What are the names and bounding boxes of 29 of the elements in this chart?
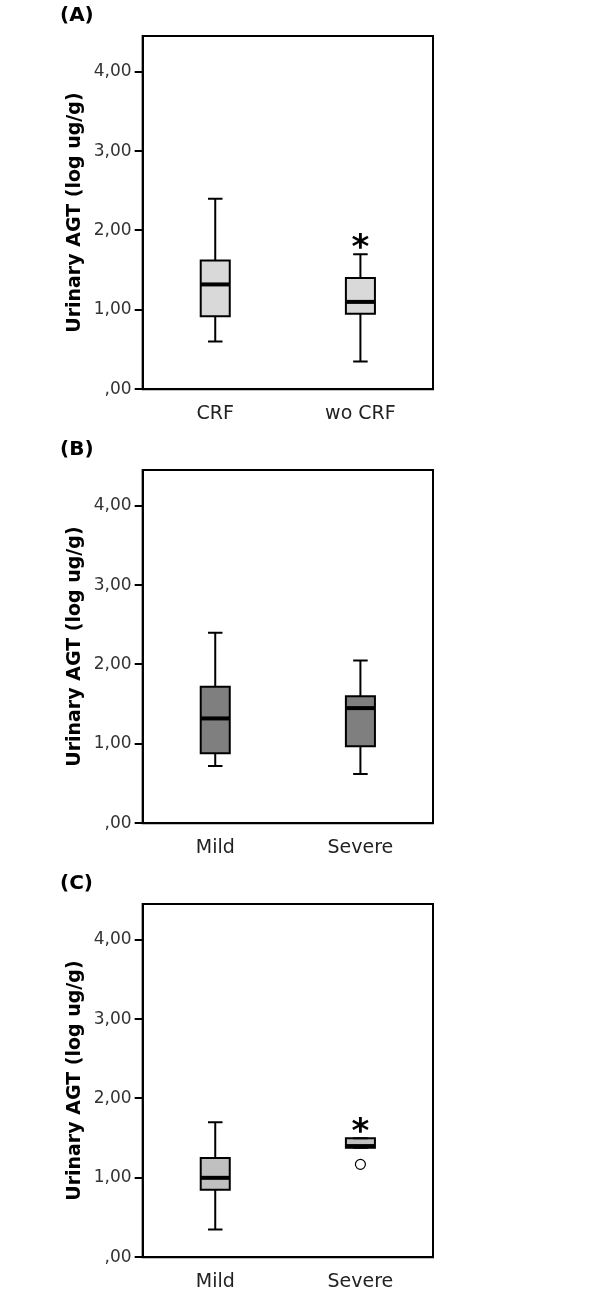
y-axis-title: Urinary AGT (log ug/g) <box>62 92 85 333</box>
x-tick-label: Severe <box>327 1268 394 1291</box>
y-tick-label: 4,00 <box>93 60 132 81</box>
y-tick-label: ,00 <box>104 1245 132 1266</box>
y-tick-label: 1,00 <box>93 1166 132 1187</box>
x-tick-label: Mild <box>195 834 235 857</box>
y-tick-label: 1,00 <box>93 732 132 753</box>
y-tick-label: 3,00 <box>93 573 132 594</box>
y-tick-label: 2,00 <box>93 218 132 239</box>
y-axis-title: Urinary AGT (log ug/g) <box>62 960 85 1201</box>
y-tick-label: 3,00 <box>93 1007 132 1028</box>
chart-title: (A) <box>60 2 94 27</box>
y-tick-label: 4,00 <box>93 928 132 949</box>
chart-title: (B) <box>60 436 94 461</box>
y-tick-label: 4,00 <box>93 494 132 515</box>
y-tick-label: 3,00 <box>93 139 132 160</box>
y-tick-label: 2,00 <box>93 1086 132 1107</box>
y-axis-title: Urinary AGT (log ug/g) <box>62 526 85 767</box>
x-tick-label: Severe <box>327 834 394 857</box>
x-tick-label: wo CRF <box>325 400 396 423</box>
x-tick-label: CRF <box>196 400 234 423</box>
y-tick-label: 1,00 <box>93 298 132 319</box>
annotation: * <box>351 226 370 267</box>
y-tick-label: 2,00 <box>93 652 132 673</box>
x-tick-label: Mild <box>195 1268 235 1291</box>
y-tick-label: ,00 <box>104 811 132 832</box>
chart-title: (C) <box>60 870 93 895</box>
y-tick-label: ,00 <box>104 377 132 398</box>
annotation: * <box>351 1109 370 1150</box>
